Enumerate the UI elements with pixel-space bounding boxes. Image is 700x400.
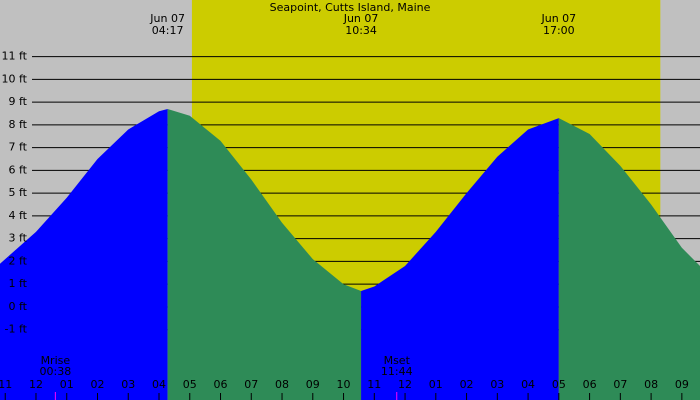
extreme-date: Jun 07 — [540, 12, 576, 25]
x-tick-label: 01 — [60, 378, 74, 391]
x-tick-label: 02 — [90, 378, 104, 391]
extreme-date: Jun 07 — [343, 12, 379, 25]
y-tick-label: 11 ft — [2, 50, 28, 63]
extreme-time: 10:34 — [345, 24, 377, 37]
x-tick-label: 07 — [244, 378, 258, 391]
x-tick-label: 02 — [460, 378, 474, 391]
tide-area — [361, 118, 559, 400]
tide-area — [0, 108, 168, 400]
x-tick-label: 09 — [306, 378, 320, 391]
y-tick-label: 10 ft — [2, 72, 28, 85]
moon-label: Mrise — [41, 354, 71, 367]
y-tick-label: 8 ft — [9, 118, 28, 131]
x-tick-label: 03 — [121, 378, 135, 391]
x-tick-label: 09 — [675, 378, 689, 391]
x-tick-label: 08 — [644, 378, 658, 391]
y-tick-label: 4 ft — [9, 209, 28, 222]
x-tick-label: 03 — [490, 378, 504, 391]
x-tick-label: 07 — [613, 378, 627, 391]
extreme-time: 17:00 — [543, 24, 575, 37]
x-tick-label: 11 — [367, 378, 381, 391]
x-tick-label: 05 — [183, 378, 197, 391]
tide-area — [558, 118, 700, 400]
y-tick-label: 3 ft — [9, 232, 28, 245]
y-tick-label: 2 ft — [9, 254, 28, 267]
y-tick-label: -1 ft — [5, 323, 28, 336]
y-tick-label: 7 ft — [9, 141, 28, 154]
x-tick-label: 05 — [552, 378, 566, 391]
x-tick-label: 01 — [429, 378, 443, 391]
y-tick-label: 5 ft — [9, 186, 28, 199]
x-tick-label: 10 — [337, 378, 351, 391]
tide-area — [167, 108, 362, 400]
y-tick-label: 9 ft — [9, 95, 28, 108]
x-tick-label: 06 — [583, 378, 597, 391]
moon-label: Mset — [384, 354, 411, 367]
y-tick-label: 6 ft — [9, 163, 28, 176]
x-tick-label: 08 — [275, 378, 289, 391]
x-tick-label: 11 — [0, 378, 12, 391]
x-tick-label: 06 — [214, 378, 228, 391]
x-tick-label: 12 — [398, 378, 412, 391]
moon-time: 11:44 — [381, 365, 413, 378]
chart-title: Seapoint, Cutts Island, Maine — [270, 1, 431, 14]
extreme-time: 04:17 — [152, 24, 184, 37]
extreme-date: Jun 07 — [149, 12, 185, 25]
y-tick-label: 0 ft — [9, 300, 28, 313]
x-tick-label: 04 — [521, 378, 535, 391]
x-tick-label: 12 — [29, 378, 43, 391]
y-tick-label: 1 ft — [9, 277, 28, 290]
moon-time: 00:38 — [40, 365, 72, 378]
x-tick-label: 04 — [152, 378, 166, 391]
